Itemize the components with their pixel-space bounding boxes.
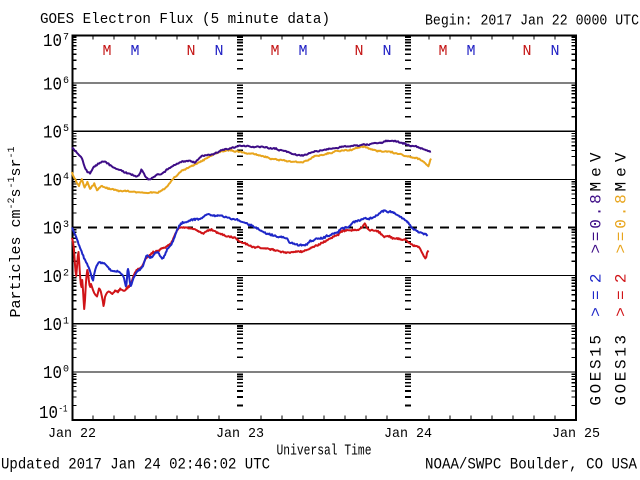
- svg-text:M: M: [130, 43, 139, 60]
- svg-text:Particles cm-2s-1sr-1: Particles cm-2s-1sr-1: [7, 146, 25, 317]
- svg-text:N: N: [382, 43, 391, 60]
- svg-text:7: 7: [63, 33, 69, 44]
- svg-text:M: M: [298, 43, 307, 60]
- svg-text:N: N: [522, 43, 531, 60]
- svg-text:Jan 22: Jan 22: [48, 426, 96, 442]
- svg-text:Updated 2017 Jan 24 02:46:02 U: Updated 2017 Jan 24 02:46:02 UTC: [1, 455, 270, 473]
- svg-text:Universal Time: Universal Time: [277, 443, 372, 460]
- svg-text:GOES15: GOES15: [588, 332, 606, 405]
- svg-text:N: N: [214, 43, 223, 60]
- svg-text:10: 10: [43, 220, 62, 240]
- svg-text:M: M: [438, 43, 447, 60]
- svg-text:MeV: MeV: [588, 147, 606, 191]
- svg-text:N: N: [354, 43, 363, 60]
- svg-text:10: 10: [43, 172, 62, 192]
- svg-text:0: 0: [63, 365, 69, 376]
- svg-text:N: N: [550, 43, 559, 60]
- svg-text:Jan 23: Jan 23: [216, 426, 264, 442]
- svg-text:>=0.8: >=0.8: [588, 191, 606, 253]
- svg-text:10: 10: [39, 404, 58, 424]
- svg-text:10: 10: [43, 124, 62, 144]
- svg-text:10: 10: [43, 32, 62, 52]
- svg-text:Jan 24: Jan 24: [384, 426, 432, 442]
- svg-text:M: M: [466, 43, 475, 60]
- svg-text:>=2: >=2: [588, 266, 606, 316]
- svg-text:10: 10: [43, 75, 62, 95]
- svg-text:4: 4: [63, 172, 69, 183]
- svg-text:1: 1: [63, 317, 69, 328]
- svg-text:6: 6: [63, 76, 69, 87]
- svg-text:10: 10: [43, 268, 62, 288]
- svg-text:Jan 25: Jan 25: [552, 426, 600, 442]
- svg-text:10: 10: [43, 364, 62, 384]
- svg-text:MeV: MeV: [613, 147, 631, 191]
- svg-text:N: N: [186, 43, 195, 60]
- svg-text:-1: -1: [59, 405, 68, 416]
- svg-text:3: 3: [63, 220, 69, 231]
- svg-text:GOES Electron Flux (5 minute d: GOES Electron Flux (5 minute data): [40, 11, 330, 28]
- svg-text:GOES13: GOES13: [613, 332, 631, 405]
- svg-text:2: 2: [63, 268, 69, 279]
- svg-text:10: 10: [43, 316, 62, 336]
- svg-text:>=2: >=2: [613, 266, 631, 316]
- svg-text:>=0.8: >=0.8: [613, 191, 631, 253]
- svg-text:M: M: [270, 43, 279, 60]
- svg-text:M: M: [102, 43, 111, 60]
- svg-text:Begin: 2017 Jan 22 0000 UTC: Begin: 2017 Jan 22 0000 UTC: [425, 13, 639, 30]
- svg-text:NOAA/SWPC Boulder, CO USA: NOAA/SWPC Boulder, CO USA: [425, 455, 637, 473]
- svg-text:5: 5: [63, 124, 69, 135]
